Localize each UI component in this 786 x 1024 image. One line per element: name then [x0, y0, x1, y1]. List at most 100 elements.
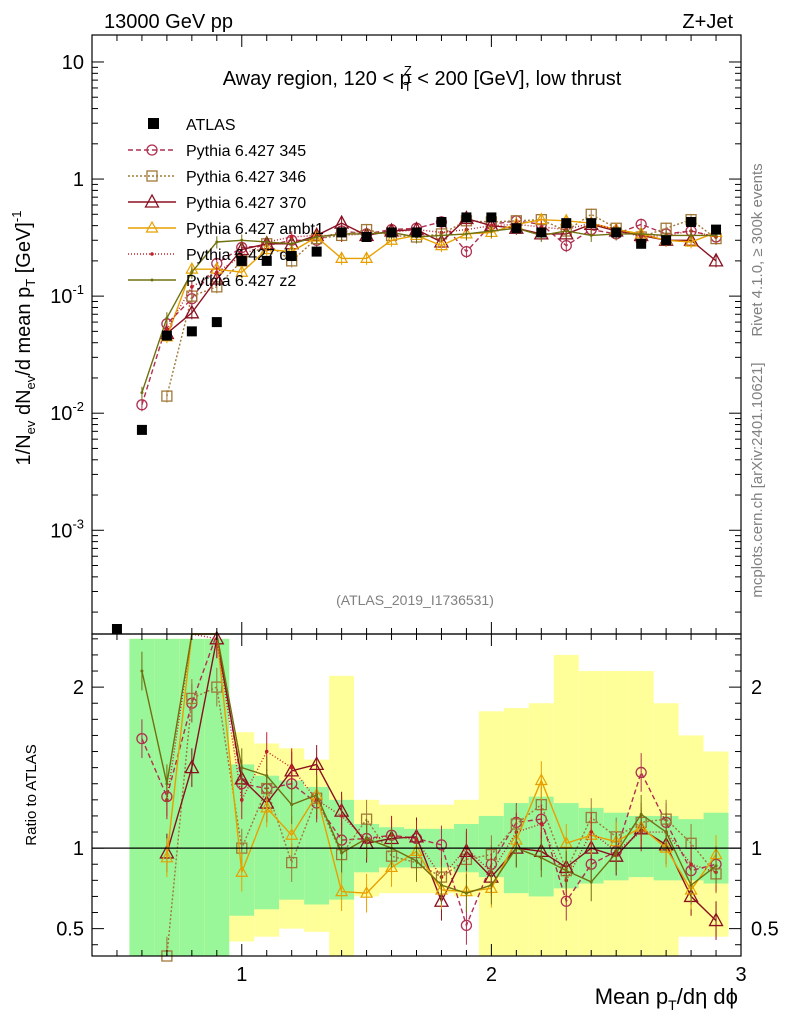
data-point-atlas	[561, 218, 572, 229]
ratio-point-pythia-6-427-z2	[415, 859, 418, 863]
x-tick-label: 3	[735, 964, 746, 986]
ratio-point-pythia-6-427-z2	[589, 880, 593, 884]
y-tick-label: 10	[62, 52, 84, 74]
data-point-atlas	[686, 216, 697, 227]
main-point-pythia-6-427-z2	[290, 242, 294, 246]
data-point-atlas	[161, 330, 172, 341]
ratio-point-pythia-6-427-z2	[315, 793, 319, 797]
main-point-pythia-6-427-370	[708, 252, 724, 267]
main-point-pythia-6-427-370	[184, 304, 200, 319]
data-point-atlas	[436, 216, 447, 227]
ratio-point-pythia-6-427-ambt1	[160, 850, 174, 863]
legend-marker-atlas	[148, 118, 159, 129]
ratio-line-pythia-6-427-345	[141, 631, 717, 928]
legend-label-pythia-6-427-346: Pythia 6.427 346	[186, 169, 306, 186]
legend-marker-pythia-6-427-ambt1	[145, 220, 159, 233]
ratio-point-pythia-6-427-dz	[289, 765, 294, 770]
data-point-atlas	[311, 246, 322, 257]
ratio-point-pythia-6-427-z2	[439, 883, 443, 887]
rivet-label: Rivet 4.1.0, ≥ 300k events	[749, 163, 766, 336]
ratio-point-pythia-6-427-370	[309, 756, 325, 771]
ratio-y-tick-label: 2	[73, 677, 84, 699]
main-point-pythia-6-427-z2	[315, 235, 319, 239]
ratio-point-pythia-6-427-z2	[240, 766, 244, 770]
chart-title: Away region, 120 < pZ T < 200 [GeV], low …	[223, 63, 622, 94]
x-tick-label: 1	[236, 964, 247, 986]
ratio-y-tick-label: 1	[73, 838, 84, 860]
ratio-point-pythia-6-427-345	[460, 919, 473, 932]
x-axis-label: Mean pT/dη dϕ	[595, 984, 738, 1013]
main-point-pythia-6-427-dz	[190, 285, 194, 289]
data-point-atlas	[136, 424, 147, 435]
uncertainty-bands	[129, 638, 729, 956]
ratio-point-pythia-6-427-z2	[664, 830, 668, 834]
ratio-point-pythia-6-427-dz	[539, 822, 544, 826]
legend: ATLAS Pythia 6.427 345 Pythia 6.427 346 Pyt…	[128, 117, 324, 290]
ratio-point-pythia-6-427-z2	[489, 883, 493, 887]
ratio-point-pythia-6-427-ambt1	[559, 836, 573, 848]
ratio-y-axis-label: Ratio to ATLAS	[23, 744, 40, 845]
main-point-pythia-6-427-z2	[439, 233, 443, 237]
main-point-pythia-6-427-ambt1	[434, 238, 448, 251]
data-point-atlas	[511, 223, 522, 234]
y-tick-label: 10-3	[50, 516, 84, 542]
data-point-atlas	[286, 251, 297, 262]
ratio-point-pythia-6-427-ambt1	[534, 773, 548, 786]
data-point-atlas	[611, 227, 622, 238]
legend-marker-pythia-6-427-z2	[150, 278, 154, 282]
y-tick-label: 1	[73, 169, 84, 191]
data-point-atlas	[711, 224, 722, 235]
legend-label-atlas: ATLAS	[186, 117, 236, 134]
main-point-pythia-6-427-370	[209, 270, 225, 285]
legend-label-pythia-6-427-z2: Pythia 6.427 z2	[186, 273, 296, 290]
ratio-point-pythia-6-427-z2	[340, 851, 344, 855]
x-tick-label: 2	[486, 964, 497, 986]
data-point-atlas	[661, 235, 672, 246]
main-point-pythia-6-427-z2	[589, 233, 593, 237]
ratio-point-pythia-6-427-ambt1	[285, 828, 299, 840]
ratio-point-pythia-6-427-z2	[689, 883, 693, 887]
header-left: 13000 GeV pp	[104, 11, 233, 33]
ratio-point-pythia-6-427-346	[186, 692, 198, 705]
main-point-pythia-6-427-z2	[265, 240, 269, 244]
data-point-atlas	[411, 227, 422, 238]
ratio-point-pythia-6-427-z2	[365, 836, 369, 840]
ratio-point-pythia-6-427-dz	[589, 830, 594, 834]
ratio-y-tick-label: 0.5	[56, 919, 84, 941]
main-point-pythia-6-427-345	[560, 239, 572, 252]
data-point-atlas	[536, 227, 547, 238]
main-point-pythia-6-427-z2	[165, 316, 169, 320]
ratio-point-pythia-6-427-z2	[539, 856, 543, 860]
analysis-id: (ATLAS_2019_I1736531)	[336, 592, 494, 608]
legend-label-pythia-6-427-370: Pythia 6.427 370	[186, 195, 306, 212]
main-point-pythia-6-427-z2	[489, 229, 493, 233]
axis-tick-labels: 1 2 3 10-3 10-2 10-1 1 10 0.5 0.5 1 1 2 2	[50, 52, 779, 986]
data-point-atlas	[386, 227, 397, 238]
main-point-pythia-6-427-ambt1	[360, 251, 374, 264]
main-point-pythia-6-427-z2	[714, 233, 718, 237]
main-point-pythia-6-427-345	[460, 245, 473, 258]
main-point-pythia-6-427-ambt1	[260, 242, 274, 255]
main-point-pythia-6-427-z2	[140, 391, 144, 395]
ratio-y-tick-label-right: 0.5	[751, 919, 779, 941]
data-point-atlas	[236, 255, 247, 266]
ratio-point-pythia-6-427-z2	[165, 782, 169, 786]
main-y-axis-label: 1/Nev dNev/d mean pT [GeV]-1	[9, 211, 38, 466]
ratio-point-pythia-6-427-ambt1	[235, 865, 249, 877]
data-point-atlas	[586, 218, 597, 229]
ratio-point-pythia-6-427-z2	[714, 864, 718, 868]
data-point-atlas	[486, 212, 497, 223]
ratio-point-pythia-6-427-dz	[339, 814, 344, 818]
main-point-pythia-6-427-dz	[165, 327, 169, 332]
ratio-point-pythia-6-427-dz	[239, 798, 244, 802]
main-point-pythia-6-427-z2	[639, 232, 643, 236]
axis-ticks	[91, 35, 742, 956]
main-point-pythia-6-427-345	[136, 399, 148, 411]
main-point-pythia-6-427-dz	[215, 270, 219, 275]
main-point-pythia-6-427-ambt1	[335, 251, 349, 264]
ratio-point-pythia-6-427-z2	[140, 669, 144, 673]
ratio-point-pythia-6-427-dz	[689, 862, 693, 867]
ratio-line-pythia-6-427-z2	[141, 633, 717, 894]
main-point-pythia-6-427-z2	[689, 233, 693, 237]
